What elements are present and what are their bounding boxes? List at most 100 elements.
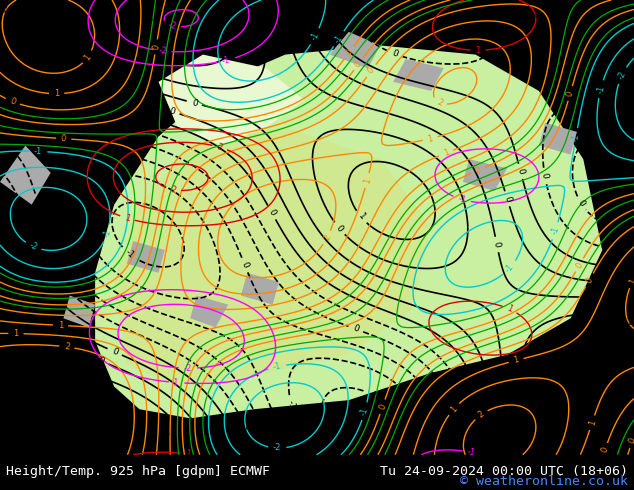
Text: 0: 0 — [32, 197, 43, 205]
Text: 0: 0 — [600, 446, 610, 454]
Text: -2: -2 — [28, 241, 39, 252]
Text: 0: 0 — [110, 346, 119, 357]
Text: -1: -1 — [503, 262, 516, 274]
Text: 1: 1 — [117, 27, 128, 37]
Text: 1: 1 — [427, 134, 434, 144]
Polygon shape — [330, 32, 380, 68]
Text: 1: 1 — [117, 427, 126, 438]
Text: 1: 1 — [356, 212, 366, 222]
Text: 2: 2 — [608, 399, 619, 410]
Text: -1: -1 — [286, 399, 297, 410]
Text: 0: 0 — [562, 0, 573, 6]
Text: 0: 0 — [152, 44, 161, 50]
Text: 0: 0 — [66, 363, 74, 373]
Text: 1: 1 — [512, 355, 520, 366]
Polygon shape — [95, 46, 602, 418]
Polygon shape — [114, 127, 431, 387]
Text: 0: 0 — [515, 168, 526, 175]
Text: 2: 2 — [435, 98, 444, 108]
Text: 1: 1 — [626, 318, 633, 327]
Text: 0: 0 — [5, 439, 16, 448]
Text: -1: -1 — [309, 31, 321, 42]
Text: 2: 2 — [322, 233, 332, 242]
Text: 0: 0 — [260, 29, 269, 35]
Text: 1: 1 — [505, 304, 514, 315]
Text: 0: 0 — [540, 172, 550, 179]
Text: -1: -1 — [34, 147, 42, 156]
Text: 1: 1 — [628, 277, 634, 285]
Text: 0: 0 — [584, 276, 595, 285]
Text: 0: 0 — [16, 416, 26, 425]
Text: © weatheronline.co.uk: © weatheronline.co.uk — [460, 475, 628, 488]
Polygon shape — [393, 59, 444, 91]
Text: 0: 0 — [502, 195, 512, 203]
Text: 0: 0 — [240, 261, 250, 270]
Text: 1: 1 — [142, 18, 153, 28]
Text: 0: 0 — [628, 437, 634, 445]
Text: 1: 1 — [449, 404, 459, 414]
Text: -1: -1 — [550, 225, 561, 236]
Text: -1: -1 — [171, 378, 179, 387]
Text: -1: -1 — [123, 247, 136, 260]
Text: 0: 0 — [235, 439, 245, 448]
Text: 0: 0 — [492, 241, 502, 248]
Polygon shape — [0, 146, 51, 205]
Text: 0: 0 — [574, 261, 585, 270]
Text: -1: -1 — [101, 228, 113, 238]
Text: Height/Temp. 925 hPa [gdpm] ECMWF: Height/Temp. 925 hPa [gdpm] ECMWF — [6, 466, 270, 478]
Text: -2: -2 — [184, 364, 192, 372]
Text: 0: 0 — [391, 49, 399, 59]
Text: 2: 2 — [582, 441, 593, 450]
Text: 0: 0 — [96, 356, 105, 367]
Text: 1: 1 — [476, 46, 481, 55]
Polygon shape — [63, 295, 95, 327]
Text: 1: 1 — [442, 148, 450, 158]
Text: 1: 1 — [628, 331, 634, 341]
Text: Tu 24-09-2024 00:00 UTC (18+06): Tu 24-09-2024 00:00 UTC (18+06) — [380, 466, 628, 478]
Text: 0: 0 — [628, 304, 634, 313]
Text: 0: 0 — [576, 198, 586, 208]
Text: 1: 1 — [124, 213, 131, 223]
Text: 1: 1 — [587, 419, 597, 427]
Text: 0: 0 — [9, 97, 17, 107]
Text: -1: -1 — [456, 194, 467, 205]
Text: -1: -1 — [272, 362, 282, 372]
Text: 1: 1 — [159, 431, 169, 441]
Text: -1: -1 — [333, 33, 345, 45]
Text: 2: 2 — [476, 410, 486, 420]
Text: 1: 1 — [13, 329, 18, 338]
Text: 1: 1 — [362, 177, 372, 184]
Text: 0: 0 — [474, 165, 482, 175]
Text: 1: 1 — [58, 321, 63, 330]
Polygon shape — [158, 54, 304, 146]
Text: 2: 2 — [216, 142, 224, 152]
Text: 0: 0 — [566, 90, 575, 97]
Text: 0: 0 — [168, 106, 176, 117]
Text: 1: 1 — [54, 89, 60, 98]
Polygon shape — [241, 273, 279, 305]
Text: 0: 0 — [353, 59, 364, 69]
Text: 0: 0 — [241, 422, 252, 432]
Text: -1: -1 — [221, 55, 231, 66]
Text: -1: -1 — [367, 389, 379, 401]
Text: 0: 0 — [61, 134, 67, 144]
Text: -2: -2 — [167, 20, 178, 31]
Text: -2: -2 — [273, 443, 281, 453]
Text: 0: 0 — [190, 98, 198, 108]
Text: 0: 0 — [351, 324, 360, 334]
Text: 0: 0 — [14, 24, 23, 30]
Text: -2: -2 — [616, 70, 628, 81]
Text: -1: -1 — [467, 447, 477, 458]
Text: -1: -1 — [571, 132, 581, 142]
Polygon shape — [127, 241, 165, 273]
Text: 1: 1 — [82, 52, 93, 62]
Text: 0: 0 — [530, 11, 540, 18]
Text: -1: -1 — [0, 4, 10, 14]
Text: 0: 0 — [377, 403, 387, 411]
Text: -1: -1 — [86, 240, 98, 252]
Text: 0: 0 — [452, 16, 463, 25]
Text: -2: -2 — [158, 46, 167, 56]
Text: 2: 2 — [170, 185, 177, 195]
Text: 1: 1 — [184, 449, 191, 459]
Polygon shape — [463, 159, 507, 191]
